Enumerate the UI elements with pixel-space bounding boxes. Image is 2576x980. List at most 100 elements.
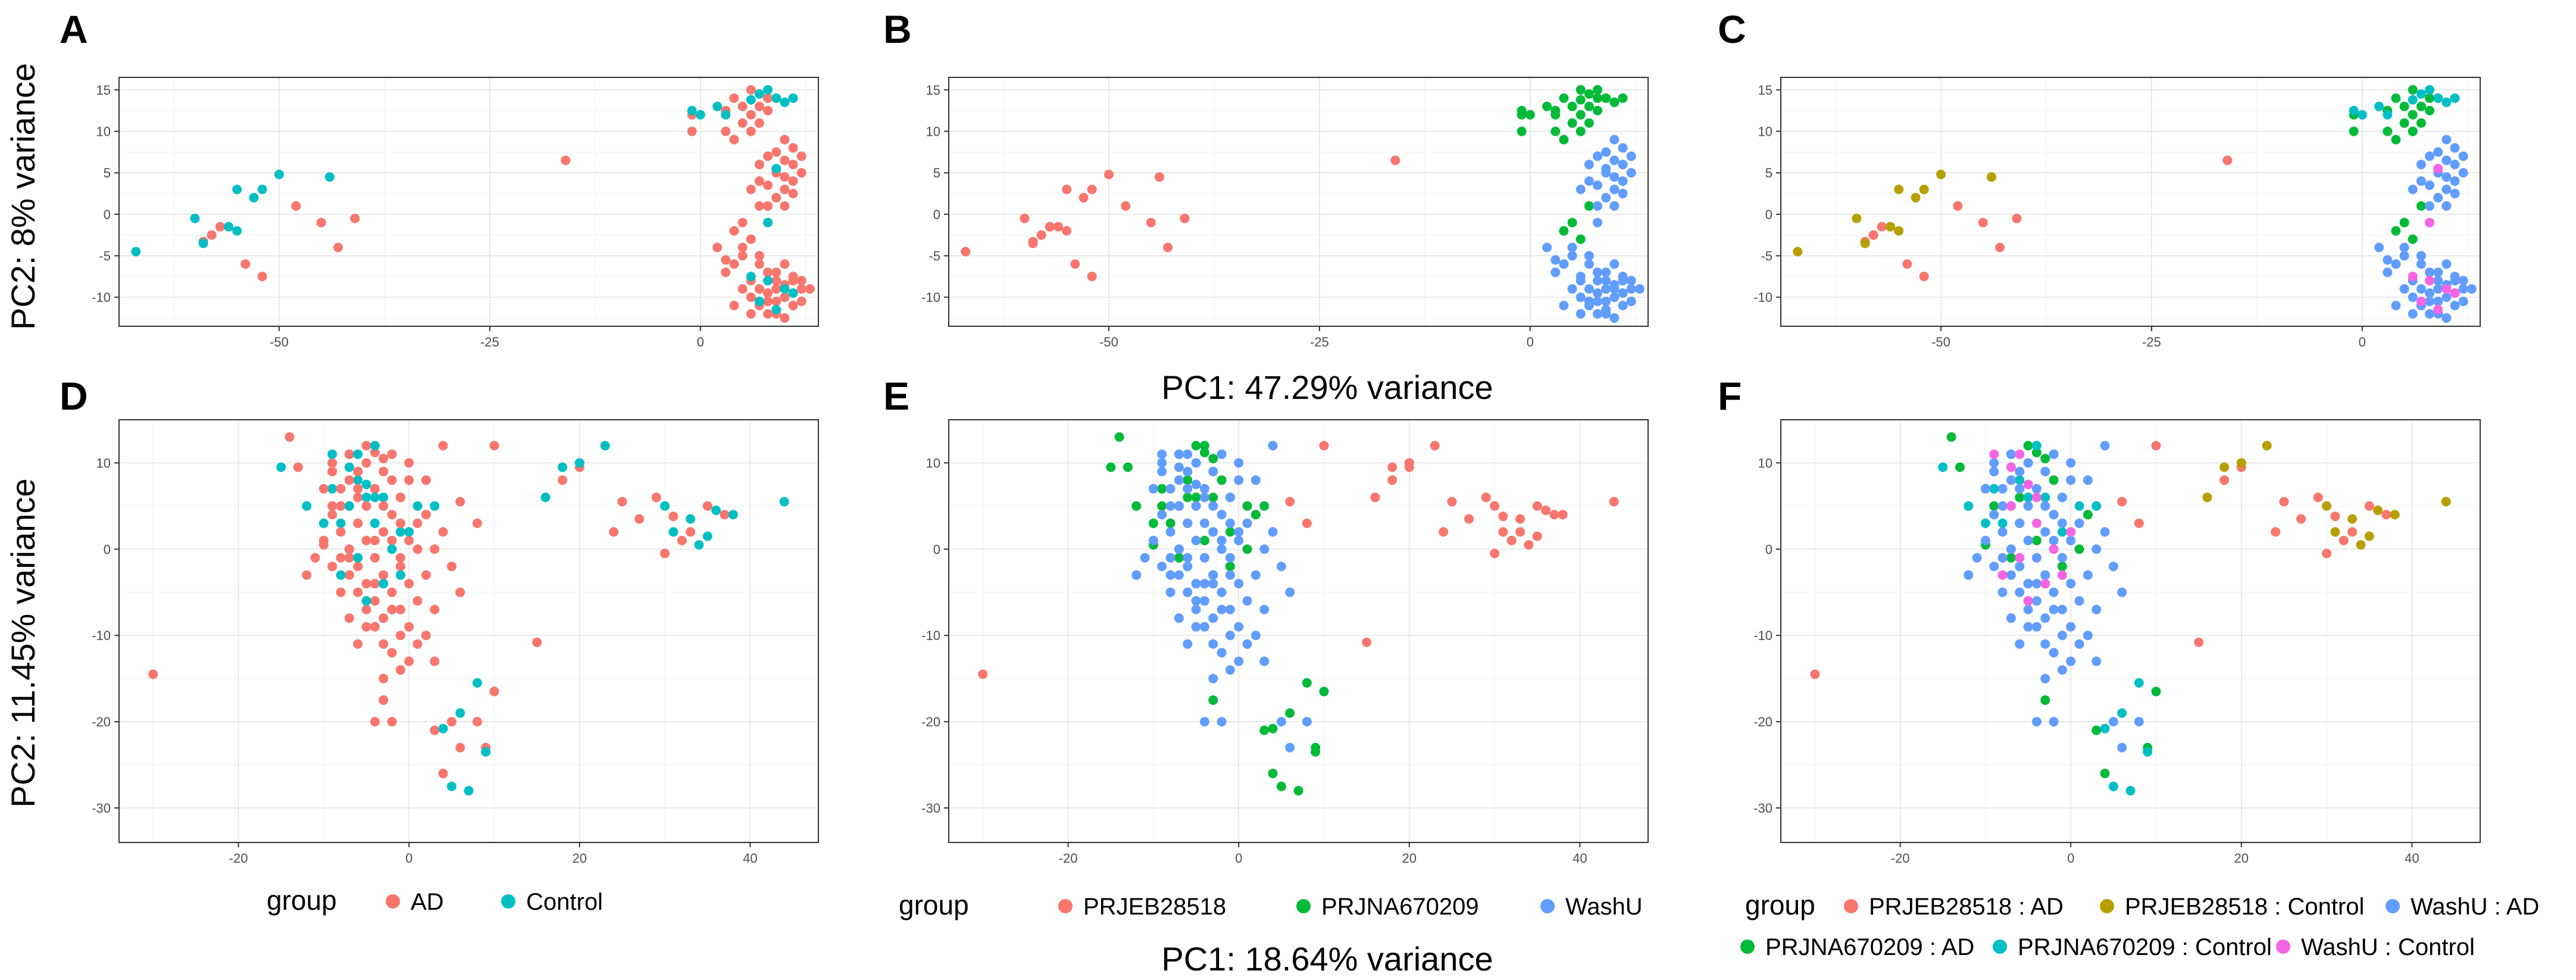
- legend-key: [501, 894, 515, 909]
- data-point: [2040, 695, 2050, 705]
- data-point: [489, 441, 499, 451]
- data-point: [2339, 535, 2349, 545]
- data-point: [361, 479, 371, 489]
- data-point: [788, 176, 798, 186]
- data-point: [1251, 570, 1261, 580]
- data-point: [370, 579, 380, 589]
- data-point: [327, 510, 337, 520]
- data-point: [1225, 492, 1235, 503]
- data-point: [540, 492, 551, 503]
- data-point: [1575, 309, 1586, 319]
- data-point: [1911, 193, 1921, 203]
- y-tick-label: -30: [1753, 801, 1772, 816]
- data-point: [2425, 180, 2435, 191]
- data-point: [1894, 226, 1904, 236]
- data-point: [2416, 297, 2426, 307]
- data-point: [438, 441, 448, 451]
- data-point: [1285, 742, 1295, 753]
- data-point: [2023, 479, 2033, 489]
- data-point: [224, 221, 234, 232]
- data-point: [1146, 217, 1156, 227]
- data-point: [1157, 483, 1167, 494]
- data-point: [532, 637, 542, 647]
- data-point: [293, 462, 303, 472]
- data-point: [796, 276, 806, 286]
- data-point: [2057, 518, 2067, 528]
- data-point: [2006, 553, 2016, 563]
- data-point: [1972, 553, 1982, 563]
- data-point: [2066, 656, 2076, 666]
- y-tick-label: -10: [92, 628, 111, 643]
- data-point: [215, 221, 225, 232]
- data-point: [1532, 531, 1542, 541]
- data-point: [2236, 458, 2246, 468]
- data-point: [771, 305, 781, 315]
- data-point: [1609, 172, 1620, 182]
- data-point: [1439, 527, 1449, 537]
- data-point: [1919, 185, 1929, 195]
- data-point: [412, 596, 423, 606]
- data-point: [412, 544, 423, 554]
- data-point: [754, 201, 764, 211]
- data-point: [780, 97, 790, 107]
- data-point: [318, 483, 329, 494]
- data-point: [2031, 717, 2042, 727]
- data-point: [2390, 510, 2400, 520]
- data-point: [1183, 492, 1193, 503]
- data-point: [2416, 259, 2426, 269]
- data-point: [1390, 155, 1400, 166]
- data-point: [754, 259, 764, 269]
- data-point: [379, 492, 389, 503]
- data-point: [1404, 458, 1414, 468]
- x-tick-label: -20: [229, 851, 248, 866]
- data-point: [430, 501, 440, 511]
- data-point: [2031, 596, 2042, 606]
- data-point: [1618, 301, 1628, 311]
- data-point: [2356, 540, 2366, 550]
- data-point: [1550, 110, 1561, 120]
- data-point: [1938, 462, 1948, 472]
- data-point: [1567, 217, 1577, 227]
- y-tick-label: -30: [92, 801, 111, 816]
- data-point: [754, 101, 764, 111]
- data-point: [446, 781, 457, 791]
- data-point: [395, 604, 405, 614]
- y-tick-label: 5: [1765, 166, 1772, 180]
- data-point: [1593, 180, 1603, 191]
- data-point: [1919, 271, 1929, 282]
- data-point: [2441, 97, 2452, 107]
- legend-label: PRJEB28518 : Control: [2125, 894, 2364, 920]
- data-point: [2322, 501, 2332, 511]
- data-point: [318, 535, 329, 545]
- data-point: [148, 669, 158, 679]
- data-point: [249, 193, 259, 203]
- data-point: [2083, 510, 2093, 520]
- data-point: [1180, 213, 1190, 223]
- data-point: [2066, 475, 2076, 485]
- x-tick-label: -50: [270, 335, 289, 349]
- data-point: [1191, 604, 1201, 614]
- data-point: [2031, 622, 2042, 632]
- data-point: [472, 678, 482, 688]
- data-point: [2006, 449, 2016, 459]
- data-point: [779, 497, 789, 507]
- data-point: [379, 695, 389, 705]
- x-tick-label: -25: [480, 335, 499, 349]
- data-point: [2450, 160, 2460, 170]
- data-point: [2458, 168, 2468, 178]
- data-point: [2031, 483, 2042, 494]
- data-point: [1593, 267, 1603, 277]
- data-point: [2092, 544, 2102, 554]
- data-point: [387, 648, 397, 658]
- data-point: [198, 238, 208, 248]
- data-point: [1609, 313, 1620, 323]
- data-point: [1964, 570, 1974, 580]
- data-point: [361, 596, 371, 606]
- data-point: [1532, 501, 1542, 511]
- data-point: [1191, 479, 1201, 489]
- y-tick-label: 0: [1765, 542, 1772, 557]
- data-point: [1183, 466, 1193, 476]
- data-point: [1525, 110, 1535, 120]
- data-point: [455, 708, 465, 718]
- data-point: [1174, 570, 1184, 580]
